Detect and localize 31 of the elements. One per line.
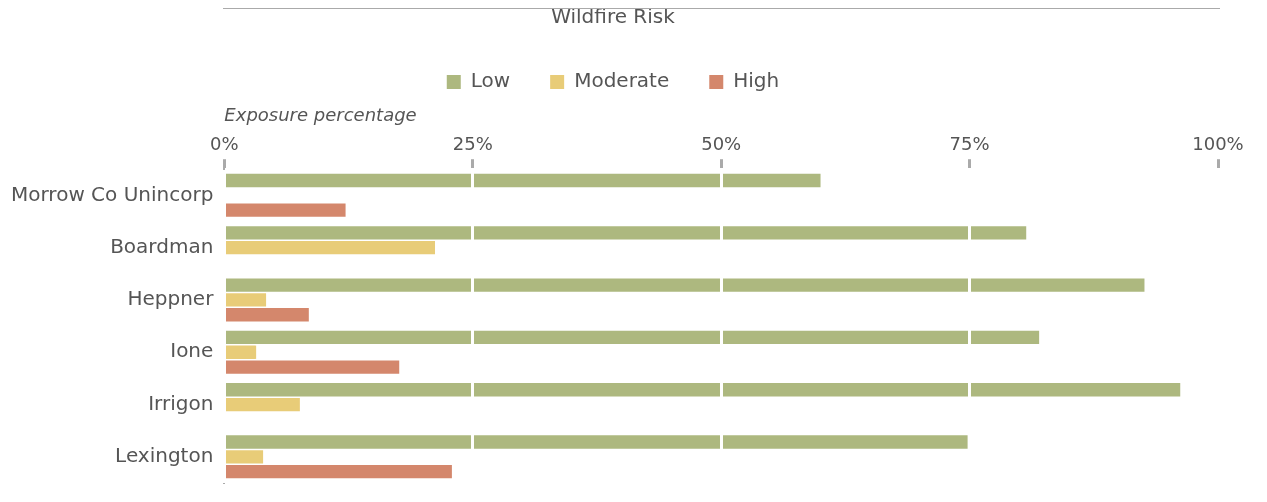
y-tick-label: Ione — [170, 338, 214, 363]
bar — [225, 293, 267, 307]
bar — [225, 173, 821, 188]
x-tick-label: 0% — [210, 133, 239, 155]
y-tick-label: Irrigon — [148, 390, 214, 415]
y-tick-label: Boardman — [110, 233, 214, 258]
x-axis-title: Exposure percentage — [224, 104, 417, 126]
legend-label: Moderate — [574, 68, 670, 93]
bar — [225, 435, 968, 449]
x-tick-label: 75% — [949, 133, 990, 155]
legend-label: High — [733, 68, 780, 93]
bar — [225, 360, 400, 374]
x-tick-label: 100% — [1192, 133, 1244, 155]
x-tick-label: 25% — [452, 133, 493, 155]
bar — [225, 345, 257, 359]
bar — [225, 240, 436, 255]
bar — [225, 465, 452, 479]
x-tick-label: 50% — [701, 133, 742, 155]
bar — [225, 203, 346, 217]
bar — [225, 397, 300, 412]
legend-title: Wildfire Risk — [551, 4, 676, 29]
legend-label: Low — [470, 68, 511, 93]
y-tick-label: Morrow Co Unincorp — [10, 181, 214, 206]
bar — [225, 383, 1181, 397]
bar — [225, 450, 264, 464]
bar — [225, 308, 309, 322]
bar — [225, 278, 1145, 292]
bar — [225, 330, 1040, 345]
y-tick-label: Heppner — [127, 286, 215, 311]
bar — [225, 226, 1027, 240]
y-tick-label: Lexington — [115, 443, 214, 468]
